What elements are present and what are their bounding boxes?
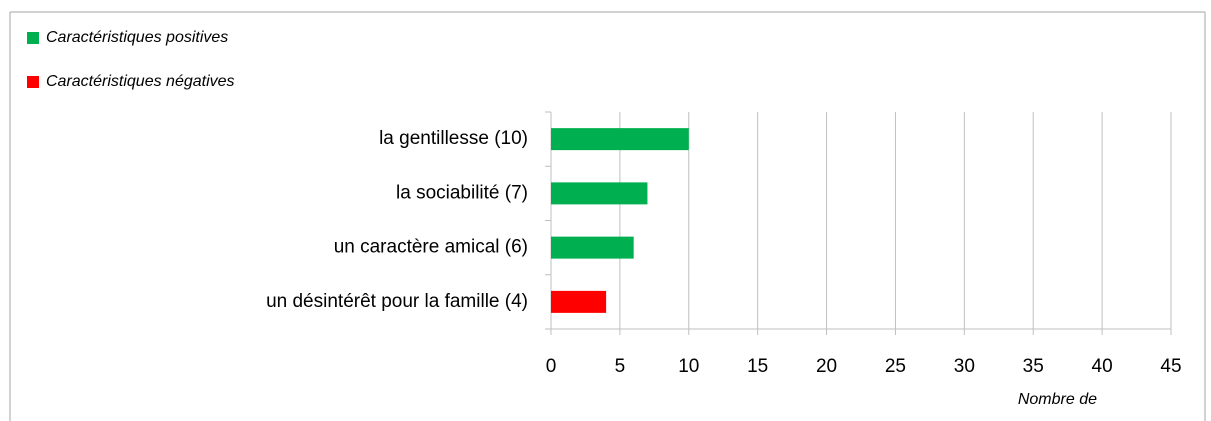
- x-tick-label: 0: [546, 356, 557, 377]
- legend-swatch: [27, 76, 39, 88]
- bar: [551, 128, 689, 151]
- bar: [551, 236, 634, 259]
- y-tick-label: un désintérêt pour la famille (4): [266, 291, 528, 312]
- x-tick-label: 35: [1023, 356, 1044, 377]
- bar: [551, 290, 607, 313]
- y-tick-label: la sociabilité (7): [396, 182, 528, 203]
- x-tick-label: 10: [678, 356, 699, 377]
- x-tick-label: 30: [954, 356, 975, 377]
- x-tick-label: 45: [1160, 356, 1181, 377]
- y-tick-label: la gentillesse (10): [379, 128, 528, 149]
- y-tick-label: un caractère amical (6): [334, 237, 528, 258]
- legend-label: Caractéristiques négatives: [46, 73, 235, 90]
- x-tick-label: 15: [747, 356, 768, 377]
- legend-swatch: [27, 32, 39, 44]
- x-tick-label: 20: [816, 356, 837, 377]
- bar: [551, 182, 648, 205]
- x-tick-label: 40: [1092, 356, 1113, 377]
- legend-label: Caractéristiques positives: [46, 29, 228, 46]
- x-tick-label: 5: [615, 356, 626, 377]
- x-tick-label: 25: [885, 356, 906, 377]
- x-axis-label: Nombre de: [1018, 391, 1097, 408]
